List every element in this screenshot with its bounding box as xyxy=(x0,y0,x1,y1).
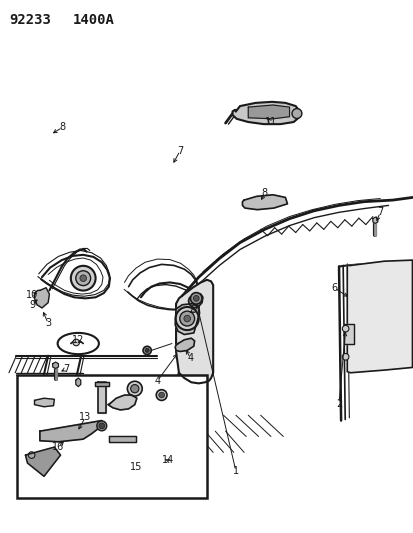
Text: 7: 7 xyxy=(177,146,183,156)
Circle shape xyxy=(28,452,35,458)
Text: 7: 7 xyxy=(376,207,382,217)
Circle shape xyxy=(131,384,139,393)
Text: 92233: 92233 xyxy=(9,13,51,27)
Polygon shape xyxy=(248,105,289,119)
Circle shape xyxy=(71,266,95,290)
Polygon shape xyxy=(34,288,49,308)
Polygon shape xyxy=(232,102,299,124)
Circle shape xyxy=(127,381,142,396)
Circle shape xyxy=(80,275,86,281)
Text: 2: 2 xyxy=(335,399,341,409)
Text: 7: 7 xyxy=(63,364,69,374)
Circle shape xyxy=(158,392,164,398)
Text: 14: 14 xyxy=(161,455,173,465)
Text: 9: 9 xyxy=(29,300,35,310)
Polygon shape xyxy=(95,382,109,386)
Polygon shape xyxy=(25,447,60,477)
Polygon shape xyxy=(40,421,102,442)
Polygon shape xyxy=(109,437,136,442)
Text: 4: 4 xyxy=(154,376,160,386)
Circle shape xyxy=(190,293,202,304)
Polygon shape xyxy=(108,395,137,410)
Text: 4: 4 xyxy=(187,353,193,363)
Circle shape xyxy=(175,307,198,330)
Circle shape xyxy=(76,271,90,286)
Text: 8: 8 xyxy=(59,122,66,132)
Circle shape xyxy=(179,311,194,326)
Circle shape xyxy=(143,346,151,354)
Text: 15: 15 xyxy=(130,462,142,472)
Circle shape xyxy=(183,315,190,322)
Text: 6: 6 xyxy=(330,282,336,293)
Text: 10: 10 xyxy=(26,289,38,300)
Polygon shape xyxy=(372,217,377,223)
Circle shape xyxy=(97,421,107,431)
Text: 3: 3 xyxy=(45,318,51,328)
Text: 5: 5 xyxy=(190,305,197,315)
Polygon shape xyxy=(176,280,213,383)
Circle shape xyxy=(193,295,199,301)
Polygon shape xyxy=(52,362,58,368)
Polygon shape xyxy=(188,294,202,308)
Text: 16: 16 xyxy=(52,442,64,452)
Text: 12: 12 xyxy=(72,335,84,345)
Bar xyxy=(17,375,206,498)
Text: 1: 1 xyxy=(232,466,238,476)
Polygon shape xyxy=(97,382,106,413)
Circle shape xyxy=(342,325,348,332)
Circle shape xyxy=(99,423,104,429)
Polygon shape xyxy=(343,324,353,344)
Text: 1400A: 1400A xyxy=(73,13,114,27)
Circle shape xyxy=(73,339,79,346)
Circle shape xyxy=(145,349,149,352)
Polygon shape xyxy=(34,398,54,407)
Text: 8: 8 xyxy=(261,188,267,198)
Polygon shape xyxy=(242,195,287,209)
Polygon shape xyxy=(347,260,411,373)
Polygon shape xyxy=(175,338,194,351)
Circle shape xyxy=(156,390,166,400)
Circle shape xyxy=(342,353,348,360)
Polygon shape xyxy=(76,378,81,386)
Text: 11: 11 xyxy=(264,117,276,127)
Text: 13: 13 xyxy=(79,413,91,422)
Polygon shape xyxy=(175,304,199,335)
Circle shape xyxy=(291,109,301,118)
